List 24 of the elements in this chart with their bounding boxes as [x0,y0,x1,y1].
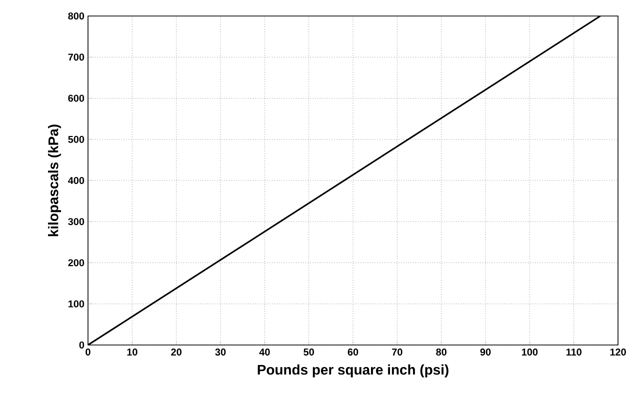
x-axis-title: Pounds per square inch (psi) [258,364,448,378]
y-tick-label: 0 [79,341,84,349]
y-tick-label: 300 [68,218,84,226]
x-tick-label: 80 [436,348,446,356]
y-tick-label: 800 [68,12,84,20]
y-tick-label: 700 [68,54,84,61]
x-tick-label: 0 [86,348,90,356]
x-tick-label: 110 [566,348,582,356]
x-tick-label: 50 [304,348,314,356]
x-tick-label: 90 [480,348,491,356]
y-axis-title: kilopascals (kPa) [48,124,62,236]
x-tick-label: 60 [348,348,358,356]
y-tick-label: 100 [68,300,84,308]
y-tick-label: 400 [68,176,84,184]
x-tick-label: 100 [522,348,538,356]
y-tick-label: 500 [68,136,84,143]
x-tick-label: 20 [171,348,182,356]
x-tick-label: 30 [215,348,226,356]
x-tick-label: 10 [127,348,138,356]
x-tick-label: 40 [259,348,270,356]
x-tick-label: 70 [392,348,402,356]
x-tick-label: 120 [610,348,626,356]
y-tick-label: 600 [68,94,84,102]
y-tick-label: 200 [68,259,84,266]
